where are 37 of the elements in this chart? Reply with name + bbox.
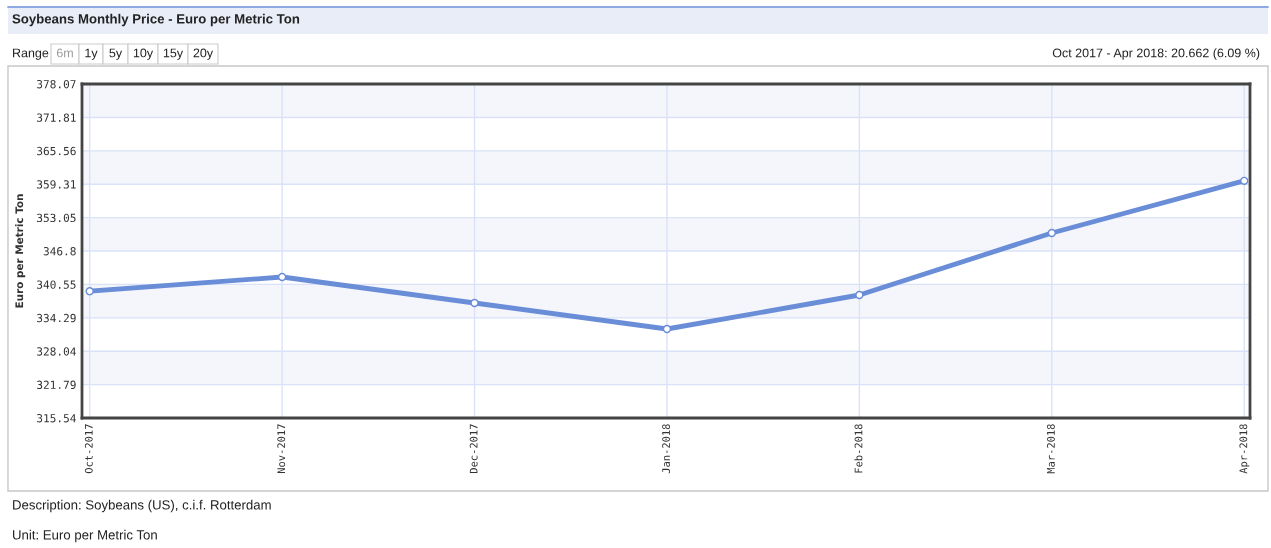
x-tick-label: Jan-2018 [662, 424, 671, 474]
point [1240, 176, 1249, 186]
text: Unit: Euro per Metric Ton [13, 529, 157, 543]
y-tick-label: 378.07 [37, 80, 76, 89]
point [1047, 228, 1056, 238]
y-tick-label: 346.8 [43, 247, 76, 256]
point [855, 290, 864, 300]
y-tick-label: 315.54 [37, 414, 76, 423]
y-tick-label: 328.04 [37, 347, 76, 356]
text: 5y [109, 48, 123, 60]
y-tick-label: 353.05 [37, 213, 76, 223]
y-tick-label: 340.55 [37, 280, 76, 289]
x-tick-label: Oct-2017 [84, 424, 93, 474]
text: Oct 2017 - Apr 2018: 20.662 (6.09 %) [1052, 48, 1260, 60]
point [662, 324, 672, 334]
text: Range [13, 48, 49, 60]
text: 1y [85, 48, 98, 60]
chart-title: Soybeans Monthly Price - Euro per Metric Ton [12, 13, 300, 27]
x-tick-label: Feb-2018 [854, 424, 863, 473]
y-tick-label: 371.81 [37, 113, 76, 122]
text: 6m [56, 48, 73, 58]
x-tick-label: Apr-2018 [1239, 424, 1250, 474]
y-axis-title: Euro per Metric Ton [15, 194, 26, 308]
y-tick-label: 359.31 [37, 180, 76, 189]
point [277, 272, 287, 282]
text: 15y [163, 48, 184, 60]
x-tick-label: Dec-2017 [469, 424, 478, 474]
text: 20y [193, 48, 214, 60]
y-tick-label: 365.56 [37, 146, 76, 156]
x-tick-label: Nov-2017 [277, 424, 286, 474]
x-tick-label: Mar-2018 [1046, 424, 1055, 474]
text: 10y [133, 48, 154, 60]
y-tick-label: 321.79 [37, 380, 76, 390]
point [85, 287, 94, 296]
text: Description: Soybeans (US), c.i.f. Rotterdam [13, 499, 271, 513]
y-tick-label: 334.29 [37, 313, 76, 323]
point [470, 298, 479, 308]
